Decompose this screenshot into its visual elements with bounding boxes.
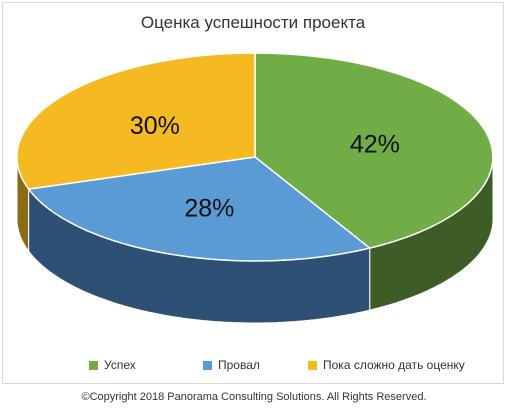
legend-swatch-uspekh <box>89 360 98 370</box>
slice-neopredeleno-top <box>16 52 256 190</box>
slice-uspekh-data-label: 42% <box>350 131 400 159</box>
legend-label-uspekh: Успех <box>104 358 136 372</box>
legend-item-proval: Провал <box>203 358 260 372</box>
legend-item-neopredeleno: Пока сложно дать оценку <box>308 358 465 372</box>
chart-area: Оценка успешности проекта 42% 28% 30% Успе… <box>2 2 504 384</box>
pie-chart: 42% 28% 30% <box>16 52 494 324</box>
slice-uspekh-top <box>254 52 494 249</box>
copyright-text: ©Copyright 2018 Panorama Consulting Solu… <box>81 391 427 403</box>
legend-swatch-neopredeleno <box>308 360 317 370</box>
slice-proval-data-label: 28% <box>184 194 234 222</box>
legend-label-proval: Провал <box>218 358 260 372</box>
slice-neopredeleno-data-label: 30% <box>130 112 180 140</box>
chart-title: Оценка успешности проекта <box>140 13 366 32</box>
legend-label-neopredeleno: Пока сложно дать оценку <box>323 358 465 372</box>
legend-item-uspekh: Успех <box>89 358 136 372</box>
legend-swatch-proval <box>203 360 212 370</box>
slice-proval-top <box>27 156 372 262</box>
